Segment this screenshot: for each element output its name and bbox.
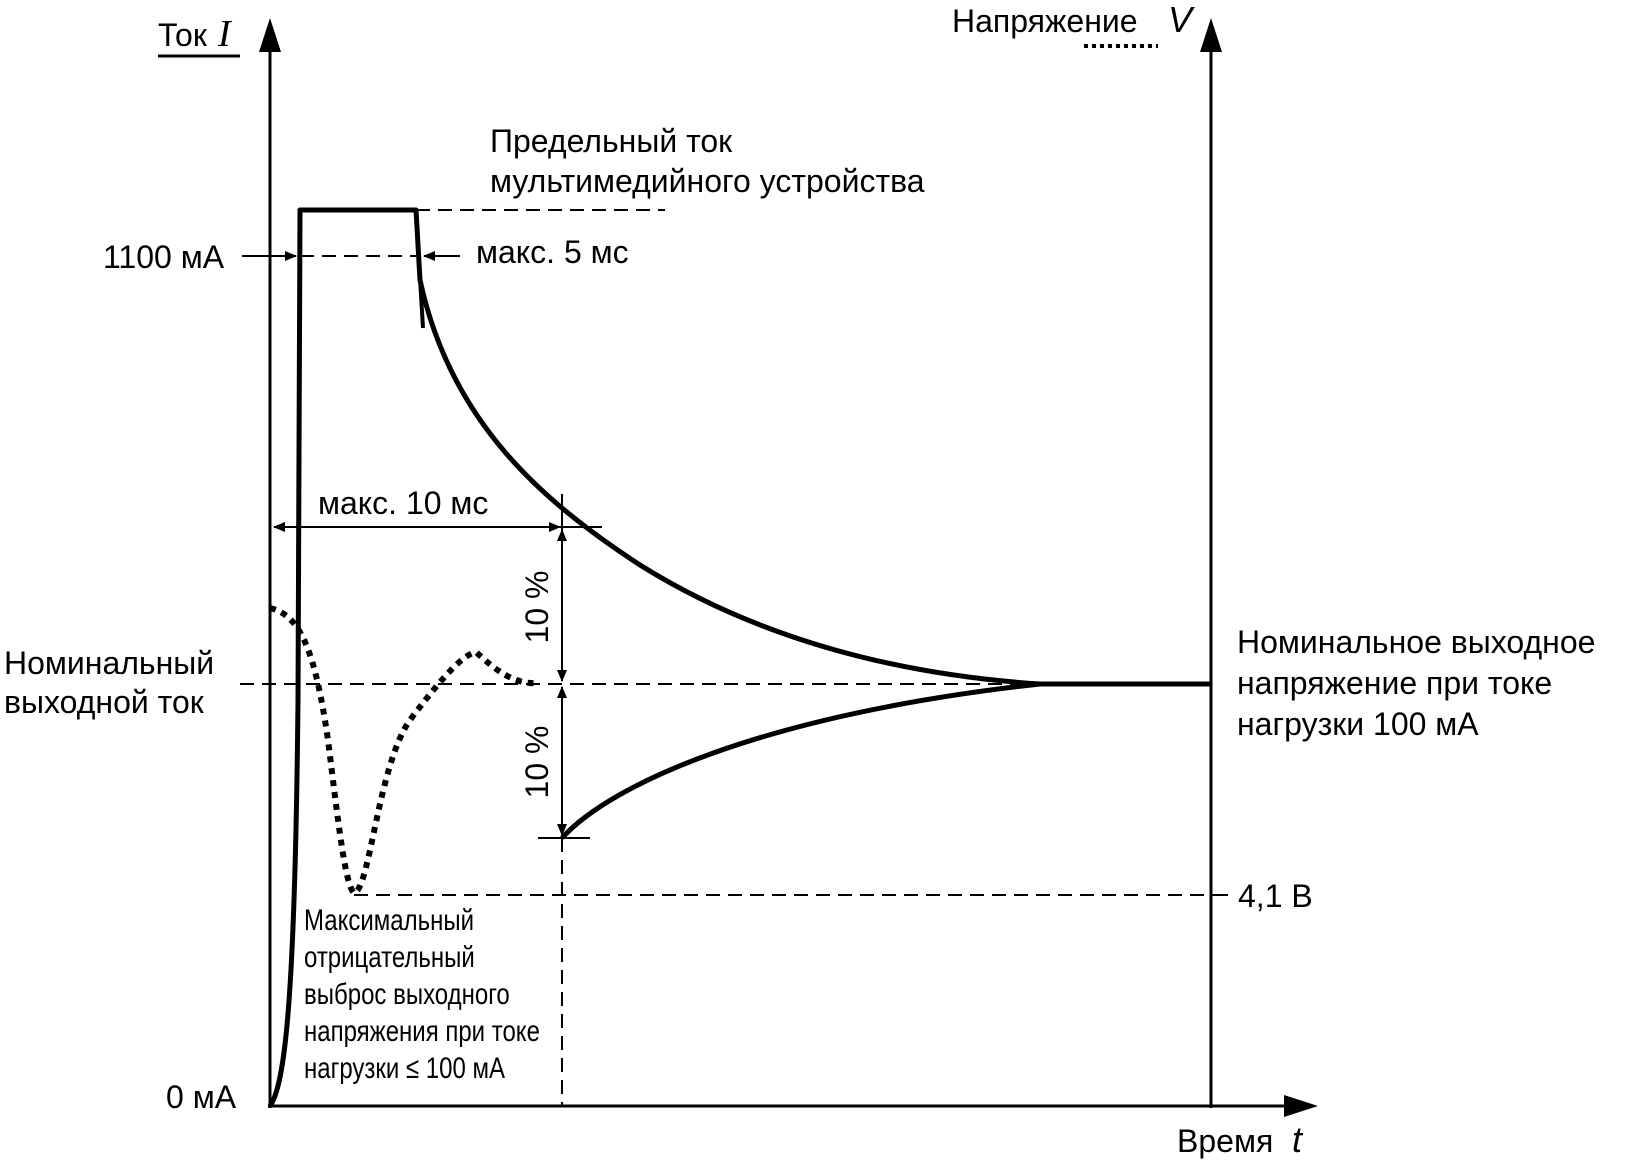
voltage-axis-title: Напряжение V [952,0,1195,48]
nominal-voltage-line2: напряжение при токе [1237,665,1552,701]
time-axis-symbol: t [1292,1119,1304,1160]
current-drop-tick [414,211,425,329]
current-axis-label: Ток [158,17,208,53]
nominal-current-annotation: Номинальный выходной ток [4,645,214,720]
nominal-current-line2: выходной ток [4,684,205,720]
undershoot-line4: напряжения при токе [304,1013,540,1047]
current-axis-symbol: I [217,13,233,55]
tolerance-dimensions: 10 % 10 % [519,494,602,839]
voltage-axis [1200,18,1222,1108]
nominal-voltage-line3: нагрузки 100 мА [1237,706,1479,742]
limit-current-annotation: Предельный ток мультимедийного устройств… [490,123,925,199]
voltage-lower-envelope [560,681,1041,840]
current-curve [267,207,1211,1108]
nominal-current-line1: Номинальный [4,645,214,681]
current-max-marker: 1100 мА [103,239,460,275]
ten-percent-upper-label: 10 % [519,571,555,644]
current-axis-title: Ток I [158,13,240,58]
current-axis-arrow-icon [259,18,281,52]
time-axis-title: Время t [1177,1119,1304,1160]
time-axis-arrow-icon [1284,1095,1318,1117]
current-zero-label: 0 мА [166,1079,237,1115]
nominal-voltage-line1: Номинальное выходное [1237,624,1595,660]
reference-lines [240,209,1228,1106]
max-10ms-label: макс. 10 мс [318,485,488,521]
voltage-curve [269,605,539,897]
voltage-axis-arrow-icon [1200,18,1222,52]
undershoot-annotation: Максимальный отрицательный выброс выходн… [304,902,540,1084]
undershoot-line3: выброс выходного [304,976,510,1010]
voltage-min-label: 4,1 В [1238,878,1313,914]
undershoot-line1: Максимальный [304,902,474,936]
voltage-axis-label: Напряжение [952,3,1138,39]
time-axis [268,1095,1318,1117]
undershoot-line5: нагрузки ≤ 100 мА [304,1050,506,1084]
current-axis [259,18,281,1108]
limit-current-line1: Предельный ток [490,123,733,159]
limit-current-line2: мультимедийного устройства [490,163,925,199]
undershoot-line2: отрицательный [304,939,475,973]
voltage-axis-symbol: V [1168,0,1195,40]
max-10ms-dimension: макс. 10 мс [273,485,561,532]
nominal-voltage-annotation: Номинальное выходное напряжение при токе… [1237,624,1595,742]
max-5ms-label: макс. 5 мс [476,234,629,270]
ten-percent-lower-label: 10 % [519,726,555,799]
time-axis-label: Время [1177,1123,1273,1159]
current-max-label: 1100 мА [103,239,225,275]
